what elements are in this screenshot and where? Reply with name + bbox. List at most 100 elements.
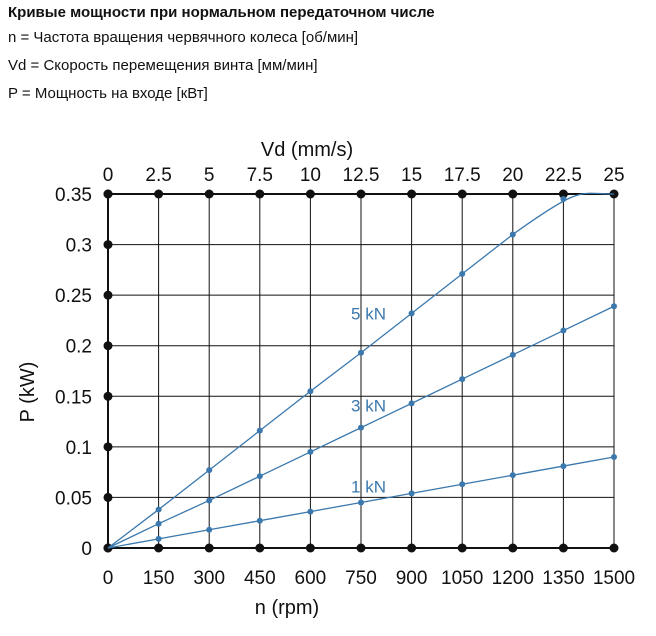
- definition-p: P = Мощность на входе [кВт]: [8, 85, 208, 102]
- data-point: [459, 481, 466, 488]
- bottom-tick-dot: [305, 543, 315, 553]
- y-tick-label: 0: [81, 539, 92, 560]
- series-group: 5 kN 3 kN 1 kN: [107, 192, 617, 549]
- chart-header: Кривые мощности при нормальном передаточ…: [8, 2, 435, 108]
- data-point: [358, 424, 364, 431]
- bottom-tick-dot: [204, 543, 214, 553]
- data-point: [206, 467, 213, 474]
- top-tick-dot: [558, 189, 568, 199]
- x2-axis-title: Vd (mm/s): [261, 139, 353, 161]
- top-tick-dot: [255, 189, 265, 199]
- data-point: [509, 472, 516, 479]
- y-tick-label: 0.35: [55, 185, 92, 206]
- data-point: [206, 526, 213, 533]
- data-point: [408, 400, 415, 407]
- data-point: [307, 448, 314, 455]
- series-label: 3 kN: [351, 396, 386, 415]
- top-tick-dot: [457, 189, 467, 199]
- x2-tick-label: 25: [603, 165, 624, 186]
- left-tick-dot: [103, 189, 113, 199]
- left-tick-dot: [103, 240, 113, 250]
- definition-vd: Vd = Скорость перемещения винта [мм/мин]: [8, 57, 318, 74]
- chart-title: Кривые мощности при нормальном передаточ…: [8, 4, 435, 21]
- left-tick-dot: [103, 492, 113, 502]
- data-point: [408, 310, 415, 317]
- data-point: [408, 490, 415, 497]
- top-tick-dot: [356, 189, 366, 199]
- bottom-tick-dot: [609, 543, 619, 553]
- top-tick-dot: [154, 189, 164, 199]
- y-tick-label: 0.25: [55, 286, 92, 307]
- series-label: 1 kN: [351, 477, 386, 496]
- left-tick-dot: [103, 391, 113, 401]
- y-tick-label: 0.2: [66, 337, 92, 358]
- data-point: [155, 520, 162, 527]
- data-point: [256, 427, 263, 434]
- data-point: [611, 453, 617, 460]
- x-tick-label: 450: [244, 568, 276, 589]
- y-axis-title: P (kW): [17, 362, 39, 423]
- data-point: [307, 508, 314, 515]
- x2-tick-label: 15: [401, 165, 422, 186]
- data-point: [155, 535, 162, 542]
- data-point: [611, 303, 617, 310]
- data-point: [206, 497, 213, 504]
- bottom-tick-dot: [407, 543, 417, 553]
- y-tick-label: 0.15: [55, 387, 92, 408]
- x-tick-label: 0: [103, 568, 114, 589]
- x-tick-label: 1050: [441, 568, 483, 589]
- x-tick-label: 1350: [542, 568, 584, 589]
- x-tick-label: 150: [143, 568, 175, 589]
- top-tick-dot: [508, 189, 518, 199]
- data-point: [256, 473, 263, 480]
- y-tick-label: 0.05: [55, 488, 92, 509]
- grid: [103, 189, 619, 553]
- bottom-tick-dot: [558, 543, 568, 553]
- data-point: [509, 351, 516, 358]
- bottom-tick-dot: [508, 543, 518, 553]
- top-tick-dot: [305, 189, 315, 199]
- bottom-tick-dot: [154, 543, 164, 553]
- data-point: [155, 506, 162, 513]
- left-tick-dot: [103, 442, 113, 452]
- data-point: [459, 270, 466, 277]
- x-axis-title: n (rpm): [255, 597, 319, 619]
- top-tick-dot: [407, 189, 417, 199]
- x2-tick-label: 22.5: [545, 165, 582, 186]
- x2-tick-label: 0: [103, 165, 114, 186]
- x-tick-label: 750: [345, 568, 377, 589]
- x-tick-label: 600: [295, 568, 327, 589]
- left-tick-dot: [103, 341, 113, 351]
- data-point: [560, 327, 567, 334]
- definition-n: n = Частота вращения червячного колеса […: [8, 29, 359, 46]
- top-tick-dot: [204, 189, 214, 199]
- data-point: [560, 196, 567, 203]
- left-tick-dot: [103, 290, 113, 300]
- data-point: [307, 388, 314, 395]
- x2-tick-label: 17.5: [444, 165, 481, 186]
- data-point: [358, 349, 364, 356]
- data-point: [459, 376, 466, 383]
- x2-tick-label: 10: [300, 165, 321, 186]
- data-point: [256, 517, 263, 524]
- x-tick-label: 900: [396, 568, 428, 589]
- bottom-tick-dot: [356, 543, 366, 553]
- x2-tick-label: 7.5: [247, 165, 273, 186]
- x2-tick-label: 2.5: [145, 165, 171, 186]
- x2-tick-label: 12.5: [343, 165, 380, 186]
- x-tick-label: 1200: [492, 568, 534, 589]
- series-label: 5 kN: [351, 304, 386, 323]
- y-tick-label: 0.3: [66, 236, 92, 257]
- x-tick-label: 1500: [593, 568, 635, 589]
- bottom-tick-dot: [255, 543, 265, 553]
- data-point: [560, 463, 567, 470]
- data-point: [509, 231, 516, 238]
- series-line: [107, 192, 615, 549]
- y-tick-label: 0.1: [66, 438, 92, 459]
- bottom-tick-dot: [457, 543, 467, 553]
- x2-tick-label: 20: [502, 165, 523, 186]
- data-point: [358, 499, 364, 506]
- x-tick-label: 300: [193, 568, 225, 589]
